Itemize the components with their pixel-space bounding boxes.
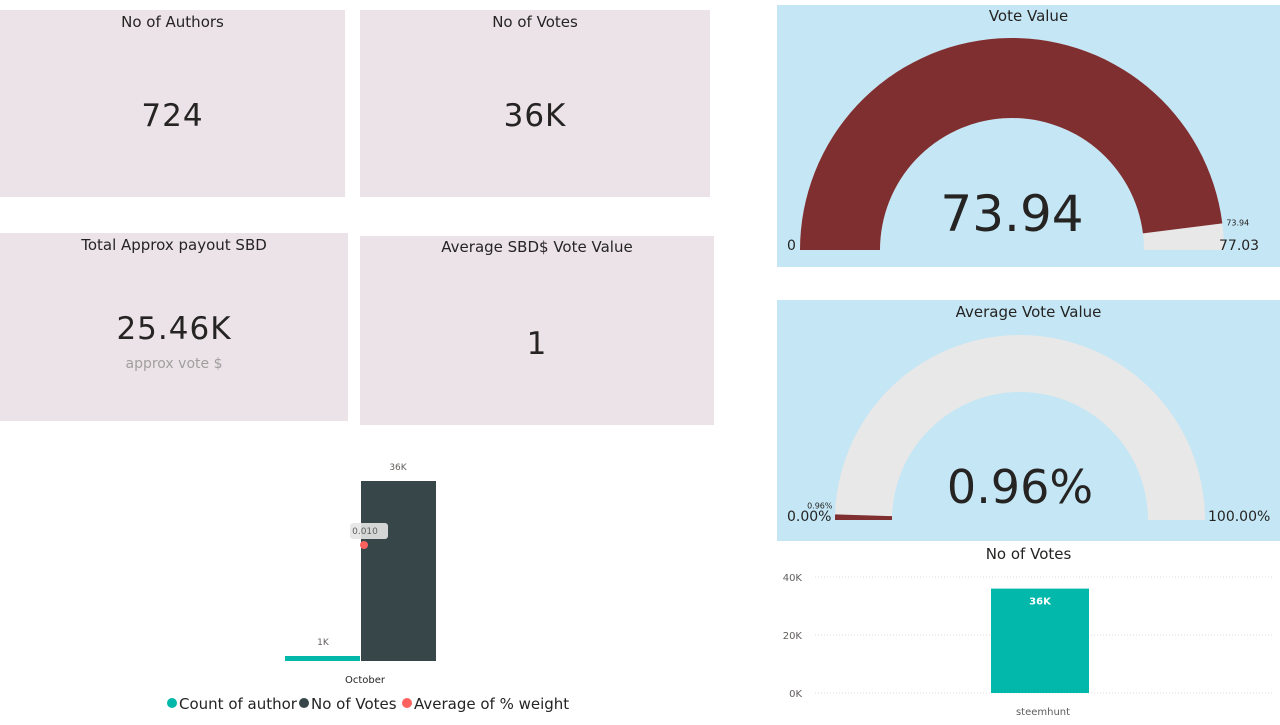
data-label-count-of-author: 1K xyxy=(317,638,330,648)
card-value: 1 xyxy=(526,326,548,362)
y-tick-label: 40K xyxy=(783,573,803,584)
legend-label-average-weight[interactable]: Average of % weight xyxy=(414,695,569,713)
legend-label-no-of-votes[interactable]: No of Votes xyxy=(311,695,397,713)
legend-marker-count-of-author[interactable] xyxy=(167,698,177,708)
legend-marker-no-of-votes[interactable] xyxy=(299,698,309,708)
bar-count-of-author xyxy=(285,656,360,661)
gauge-track xyxy=(835,335,1205,520)
marker-average-weight xyxy=(360,541,368,549)
x-tick-label: steemhunt xyxy=(1016,707,1070,718)
combo-chart: 1K 36K 0.010 October Count of author No … xyxy=(167,463,569,713)
y-axis: 0K 20K 40K xyxy=(783,573,803,700)
marker-label-background xyxy=(350,523,388,539)
gauge-average-vote-value-panel: Average Vote Value 0.96% 0.00% 100.00% 0… xyxy=(777,300,1280,541)
gauge-target-label: 0.96% xyxy=(807,501,833,510)
no-of-votes-chart-panel: No of Votes 0K 20K 40K 36K steemhunt xyxy=(777,541,1280,725)
card-title: No of Votes xyxy=(492,13,578,31)
legend-marker-average-weight[interactable] xyxy=(402,698,412,708)
gauge-vote-value: 73.94 0 77.03 73.94 xyxy=(787,38,1259,254)
card-no-of-votes: No of Votes 36K xyxy=(360,10,710,197)
gauge-value-label: 73.94 xyxy=(940,185,1083,243)
legend-label-count-of-author[interactable]: Count of author xyxy=(179,695,298,713)
card-total-approx-payout: Total Approx payout SBD 25.46K approx vo… xyxy=(0,233,348,421)
card-title: Total Approx payout SBD xyxy=(81,236,267,254)
y-tick-label: 20K xyxy=(783,631,803,642)
no-of-votes-chart: 0K 20K 40K 36K steemhunt xyxy=(783,573,1272,718)
gauge-fill xyxy=(800,38,1223,250)
gauge-vote-value-panel: Vote Value 73.94 0 77.03 73.94 xyxy=(777,5,1280,267)
bar-no-of-votes xyxy=(361,481,436,661)
gauge-target-label: 73.94 xyxy=(1226,218,1249,227)
card-value: 36K xyxy=(503,98,567,134)
gauge-min-label: 0.00% xyxy=(787,509,831,525)
card-title: No of Authors xyxy=(121,13,224,31)
legend: Count of author No of Votes Average of %… xyxy=(167,695,569,713)
gauge-min-label: 0 xyxy=(787,238,796,254)
gauge-max-label: 100.00% xyxy=(1208,509,1270,525)
gauge-value-label: 0.96% xyxy=(947,460,1093,514)
card-title: Average SBD$ Vote Value xyxy=(441,238,633,256)
chart-title: No of Votes xyxy=(985,545,1072,563)
gauge-average-vote-value: 0.96% 0.00% 100.00% 0.96% xyxy=(787,335,1270,525)
y-tick-label: 0K xyxy=(789,689,802,700)
bar-steemhunt[interactable] xyxy=(991,588,1089,693)
gauge-max-label: 77.03 xyxy=(1219,238,1259,254)
card-no-of-authors: No of Authors 724 xyxy=(0,10,345,197)
card-average-sbd-vote-value: Average SBD$ Vote Value 1 xyxy=(360,236,714,425)
data-label-average-weight: 0.010 xyxy=(352,527,378,537)
gauge-title: Average Vote Value xyxy=(955,303,1102,321)
gauge-fill xyxy=(835,514,893,520)
data-label-steemhunt: 36K xyxy=(1029,597,1052,608)
card-value: 724 xyxy=(141,98,204,134)
gauge-title: Vote Value xyxy=(988,7,1069,25)
x-tick-label[interactable]: October xyxy=(345,675,386,686)
card-subtitle: approx vote $ xyxy=(125,356,223,372)
card-value: 25.46K xyxy=(116,311,232,347)
data-label-no-of-votes: 36K xyxy=(389,463,407,473)
